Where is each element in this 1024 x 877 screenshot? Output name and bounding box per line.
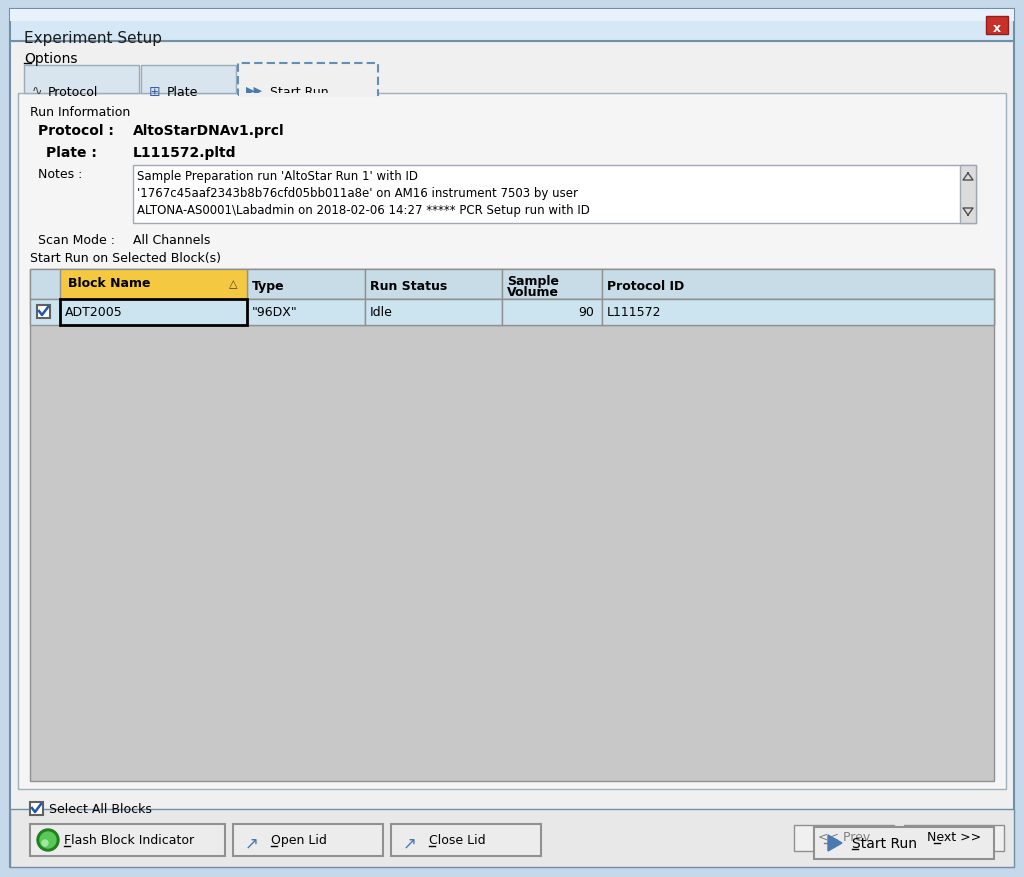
Text: L111572.pltd: L111572.pltd	[133, 146, 237, 160]
Bar	[247, 270, 365, 300]
Bar	[986, 17, 1008, 35]
Bar	[24, 66, 139, 94]
Bar	[37, 306, 50, 318]
Bar	[141, 66, 236, 94]
Text: 90: 90	[579, 306, 594, 318]
Text: Notes :: Notes :	[38, 168, 82, 181]
Text: Run Status: Run Status	[370, 280, 447, 293]
Text: ∿: ∿	[32, 85, 43, 98]
Text: ↗: ↗	[403, 833, 417, 851]
Bar	[502, 270, 602, 300]
Text: Select All Blocks: Select All Blocks	[49, 802, 152, 815]
Bar	[10, 10, 1014, 42]
Bar	[233, 824, 383, 856]
Bar	[133, 166, 976, 224]
Text: ↗: ↗	[245, 833, 259, 851]
Text: Protocol ID: Protocol ID	[607, 280, 684, 293]
Text: ALTONA-AS0001\Labadmin on 2018-02-06 14:27 ***** PCR Setup run with ID: ALTONA-AS0001\Labadmin on 2018-02-06 14:…	[137, 203, 590, 217]
Text: Protocol :: Protocol :	[38, 124, 114, 138]
Bar	[238, 64, 378, 96]
Text: Flash Block Indicator: Flash Block Indicator	[63, 833, 195, 846]
Text: Volume: Volume	[507, 286, 559, 299]
Text: L111572: L111572	[607, 306, 662, 318]
Bar	[602, 270, 994, 300]
Bar	[239, 94, 377, 98]
Text: Protocol: Protocol	[48, 86, 98, 99]
Text: Experiment Setup: Experiment Setup	[24, 31, 162, 46]
Text: Plate: Plate	[167, 86, 199, 99]
Text: Options: Options	[24, 52, 78, 66]
Text: Sample: Sample	[507, 275, 559, 288]
Text: Plate :: Plate :	[46, 146, 97, 160]
Bar	[18, 94, 1006, 789]
Bar	[904, 825, 1004, 851]
Bar	[60, 300, 247, 325]
Text: Start Run: Start Run	[270, 86, 329, 99]
Bar	[10, 809, 1014, 867]
Bar	[30, 824, 225, 856]
Text: Close Lid: Close Lid	[429, 833, 485, 846]
Bar	[10, 10, 1014, 22]
Text: Scan Mode :: Scan Mode :	[38, 234, 115, 246]
Text: ⊞: ⊞	[150, 85, 161, 99]
Bar	[60, 270, 247, 300]
Bar	[365, 300, 502, 325]
Text: All Channels: All Channels	[133, 234, 210, 246]
Text: ▶▶: ▶▶	[246, 86, 263, 96]
Bar	[961, 166, 976, 224]
Bar	[814, 827, 994, 859]
Text: AltoStarDNAv1.prcl: AltoStarDNAv1.prcl	[133, 124, 285, 138]
Polygon shape	[828, 835, 842, 851]
Bar	[502, 300, 602, 325]
Text: '1767c45aaf2343b8b76cfd05bb011a8e' on AM16 instrument 7503 by user: '1767c45aaf2343b8b76cfd05bb011a8e' on AM…	[137, 187, 578, 200]
Text: Idle: Idle	[370, 306, 393, 318]
Bar	[794, 825, 894, 851]
Circle shape	[37, 829, 59, 851]
Text: Block Name: Block Name	[68, 276, 151, 289]
Bar	[30, 270, 994, 781]
Circle shape	[42, 840, 48, 846]
Text: Run Information: Run Information	[30, 106, 130, 119]
Text: Start Run: Start Run	[852, 836, 918, 850]
Text: Open Lid: Open Lid	[271, 833, 327, 846]
Text: Start Run on Selected Block(s): Start Run on Selected Block(s)	[30, 252, 221, 265]
Text: ADT2005: ADT2005	[65, 306, 123, 318]
Text: Sample Preparation run 'AltoStar Run 1' with ID: Sample Preparation run 'AltoStar Run 1' …	[137, 170, 418, 182]
Bar	[365, 270, 502, 300]
Text: Next >>: Next >>	[927, 830, 981, 843]
Bar	[247, 300, 365, 325]
Bar	[30, 802, 43, 815]
Text: △: △	[229, 279, 238, 289]
Text: "96DX": "96DX"	[252, 306, 298, 318]
Bar	[391, 824, 541, 856]
Bar	[30, 300, 994, 325]
Text: << Prev: << Prev	[818, 830, 870, 843]
Text: Type: Type	[252, 280, 285, 293]
Bar	[238, 64, 378, 96]
Text: x: x	[993, 21, 1001, 34]
Circle shape	[40, 832, 56, 848]
Bar	[30, 270, 994, 300]
Bar	[602, 300, 994, 325]
